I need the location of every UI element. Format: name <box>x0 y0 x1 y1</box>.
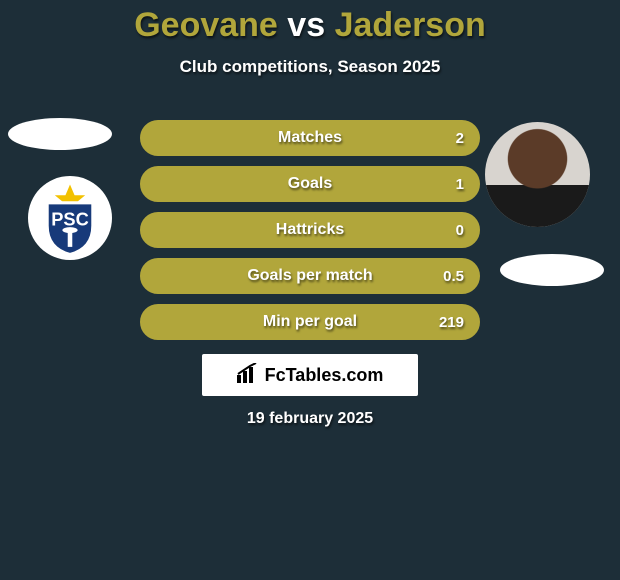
vs-text: vs <box>287 6 325 44</box>
snapshot-date: 19 february 2025 <box>0 410 620 428</box>
player1-avatar-placeholder <box>8 118 112 150</box>
stat-value-right: 0 <box>456 222 464 239</box>
player2-avatar <box>485 122 590 227</box>
club-crest-icon: PSC <box>28 176 112 260</box>
stat-row-matches: Matches 2 <box>140 120 480 156</box>
stat-row-goals: Goals 1 <box>140 166 480 202</box>
stat-value-right: 0.5 <box>443 268 464 285</box>
bars-icon <box>237 363 259 388</box>
stat-label: Min per goal <box>263 313 357 331</box>
stat-row-hattricks: Hattricks 0 <box>140 212 480 248</box>
stat-row-goals-per-match: Goals per match 0.5 <box>140 258 480 294</box>
player-photo-icon <box>485 122 590 227</box>
stat-label: Goals per match <box>247 267 372 285</box>
competition-subtitle: Club competitions, Season 2025 <box>0 57 620 77</box>
player1-club-crest: PSC <box>28 176 112 260</box>
stat-row-min-per-goal: Min per goal 219 <box>140 304 480 340</box>
player2-club-placeholder <box>500 254 604 286</box>
stat-value-right: 1 <box>456 176 464 193</box>
brand-text: FcTables.com <box>265 365 384 386</box>
stat-value-right: 2 <box>456 130 464 147</box>
svg-text:PSC: PSC <box>51 209 89 230</box>
stat-label: Hattricks <box>276 221 344 239</box>
player1-name: Geovane <box>134 6 278 44</box>
stats-list: Matches 2 Goals 1 Hattricks 0 Goals per … <box>140 120 480 350</box>
fctables-brand: FcTables.com <box>202 354 418 396</box>
player2-name: Jaderson <box>335 6 486 44</box>
comparison-title: Geovane vs Jaderson <box>0 0 620 45</box>
stat-label: Matches <box>278 129 342 147</box>
stat-value-right: 219 <box>439 314 464 331</box>
stat-label: Goals <box>288 175 332 193</box>
